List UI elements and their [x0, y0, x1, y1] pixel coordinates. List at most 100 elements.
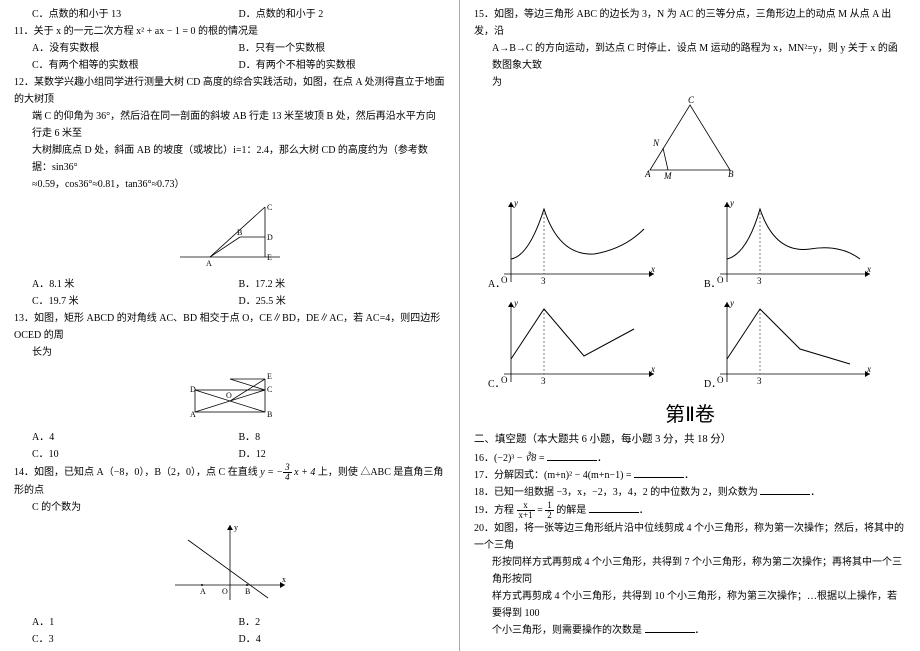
q11-options: A．没有实数根 B．只有一个实数根 C．有两个相等的实数根 D．有两个不相等的实…	[14, 40, 445, 74]
q13-stem2: 长为	[14, 344, 445, 361]
svg-text:D: D	[190, 385, 196, 394]
q14-options: A．1 B．2 C．3 D．4	[14, 614, 445, 648]
q15-l1: 15．如图，等边三角形 ABC 的边长为 3，N 为 AC 的三等分点，三角形边…	[474, 6, 906, 40]
svg-text:M: M	[663, 171, 672, 181]
svg-text:D．: D．	[704, 379, 721, 389]
svg-text:x: x	[650, 364, 655, 374]
q12-opt-a: A．8.1 米	[32, 276, 239, 293]
svg-text:y: y	[729, 298, 734, 308]
q14-l1: 14．如图，已知点 A（−8，0），B（2，0），点 C 在直线 y = −34…	[14, 463, 445, 499]
q19-a: 19．方程	[474, 505, 517, 516]
q15-row1: O x y 3 A． O x y 3 B．	[474, 194, 906, 294]
svg-text:A: A	[200, 587, 206, 596]
q14-opt-c: C．3	[32, 631, 239, 648]
q20-l4: 个小三角形，则需要操作的次数是 ．	[474, 622, 906, 639]
svg-text:E: E	[267, 253, 272, 262]
q17-blank	[634, 467, 684, 478]
q18-text: 18．已知一组数据 −3，x，−2，3，4，2 的中位数为 2，则众数为	[474, 487, 760, 498]
svg-text:A: A	[206, 259, 212, 267]
svg-text:x: x	[866, 264, 871, 274]
q12-opt-c: C．19.7 米	[32, 293, 239, 310]
q19-b: 的解是	[556, 505, 589, 516]
q16-c: ．	[597, 453, 607, 464]
part2-sub: 二、填空题（本大题共 6 小题，每小题 3 分，共 18 分）	[474, 431, 906, 446]
q14-opt-b: B．2	[239, 614, 446, 631]
svg-text:y: y	[513, 298, 518, 308]
q15-graph-a: O x y 3 A．	[474, 194, 690, 294]
svg-text:B．: B．	[704, 279, 721, 289]
q16-root: ∛8	[525, 453, 536, 464]
svg-text:B: B	[245, 587, 250, 596]
q14-l1a: 14．如图，已知点 A（−8，0），B（2，0），点 C 在直线	[14, 467, 260, 478]
svg-text:C: C	[267, 203, 272, 212]
q17: 17．分解因式：(m+n)² − 4(m+n−1) = ．	[474, 467, 906, 484]
q11-opt-d: D．有两个不相等的实数根	[239, 57, 446, 74]
q16-blank	[547, 450, 597, 461]
q19-blank	[589, 502, 639, 513]
svg-text:B: B	[237, 228, 242, 237]
q12-l2: 端 C 的仰角为 36°，然后沿在同一剖面的斜坡 AB 行走 13 米至坡顶 B…	[14, 108, 445, 142]
q13-opt-c: C．10	[32, 446, 239, 463]
svg-text:C: C	[688, 95, 695, 105]
left-column: C．点数的和小于 13 D．点数的和小于 2 11．关于 x 的一元二次方程 x…	[0, 0, 460, 651]
q15-graph-d: O x y 3 D．	[690, 294, 906, 394]
q20-blank	[645, 622, 695, 633]
q15-graph-c: O x y 3 C．	[474, 294, 690, 394]
q12-options: A．8.1 米 B．17.2 米 C．19.7 米 D．25.5 米	[14, 276, 445, 310]
svg-text:O: O	[226, 391, 232, 400]
svg-text:O: O	[222, 587, 228, 596]
svg-text:x: x	[650, 264, 655, 274]
q15-graph-b: O x y 3 B．	[690, 194, 906, 294]
q16: 16．(−2)³ − ∛8 = ．	[474, 450, 906, 467]
q18: 18．已知一组数据 −3，x，−2，3，4，2 的中位数为 2，则众数为 ．	[474, 484, 906, 501]
q20-l4-text: 个小三角形，则需要操作的次数是	[492, 625, 645, 636]
svg-text:B: B	[267, 410, 272, 419]
q15-l2: A→B→C 的方向运动，到达点 C 时停止．设点 M 运动的路程为 x，MN²=…	[474, 40, 906, 74]
q16-b: =	[536, 453, 547, 464]
svg-text:3: 3	[541, 376, 546, 386]
q12-figure: A B C D E	[14, 197, 445, 272]
q20-l3: 样方式再剪成 4 个小三角形，共得到 10 个小三角形，称为第三次操作；…根据以…	[474, 588, 906, 622]
q18-blank	[760, 484, 810, 495]
q13-figure: D C A B E O	[14, 365, 445, 425]
svg-text:A: A	[644, 169, 651, 179]
q12-opt-b: B．17.2 米	[239, 276, 446, 293]
svg-text:E: E	[267, 372, 272, 381]
q10-opt-d: D．点数的和小于 2	[239, 6, 446, 23]
svg-text:x: x	[282, 575, 286, 584]
q11-opt-b: B．只有一个实数根	[239, 40, 446, 57]
q16-a: 16．(−2)³ −	[474, 453, 525, 464]
q11-stem: 11．关于 x 的一元二次方程 x² + ax − 1 = 0 的根的情况是	[14, 23, 445, 40]
q13-stem1: 13．如图，矩形 ABCD 的对角线 AC、BD 相交于点 O，CE∥BD，DE…	[14, 310, 445, 344]
svg-text:3: 3	[541, 276, 546, 286]
q11-opt-c: C．有两个相等的实数根	[32, 57, 239, 74]
q12-l4: ≈0.59，cos36°≈0.81，tan36°≈0.73）	[14, 176, 445, 193]
q12-opt-d: D．25.5 米	[239, 293, 446, 310]
q19-lhs: xx+1	[517, 501, 535, 520]
q10-options-tail: C．点数的和小于 13 D．点数的和小于 2	[14, 6, 445, 23]
svg-text:C: C	[267, 385, 272, 394]
q19: 19．方程 xx+1 = 12 的解是 ．	[474, 501, 906, 520]
svg-text:D: D	[267, 233, 273, 242]
part2-title: 第Ⅱ卷	[474, 398, 906, 427]
svg-text:A．: A．	[488, 279, 505, 289]
svg-text:N: N	[652, 138, 660, 148]
svg-text:3: 3	[757, 276, 762, 286]
q15-row2: O x y 3 C． O x y 3 D．	[474, 294, 906, 394]
svg-text:y: y	[234, 523, 238, 532]
q12-l1: 12．某数学兴趣小组同学进行测量大树 CD 高度的综合实践活动，如图，在点 A …	[14, 74, 445, 108]
svg-text:x: x	[866, 364, 871, 374]
q13-options: A．4 B．8 C．10 D．12	[14, 429, 445, 463]
svg-text:B: B	[728, 169, 734, 179]
q14-formula: y = −34 x + 4	[260, 467, 315, 478]
q14-opt-d: D．4	[239, 631, 446, 648]
q14-opt-a: A．1	[32, 614, 239, 631]
svg-text:y: y	[729, 198, 734, 208]
svg-text:C．: C．	[488, 379, 505, 389]
q10-opt-c: C．点数的和小于 13	[32, 6, 239, 23]
q12-l3: 大树脚底点 D 处，斜面 AB 的坡度（或坡比）i=1：2.4，那么大树 CD …	[14, 142, 445, 176]
q14-figure: x y O A B	[14, 520, 445, 610]
q14-l2: C 的个数为	[14, 499, 445, 516]
q17-text: 17．分解因式：(m+n)² − 4(m+n−1) =	[474, 470, 634, 481]
svg-text:y: y	[513, 198, 518, 208]
